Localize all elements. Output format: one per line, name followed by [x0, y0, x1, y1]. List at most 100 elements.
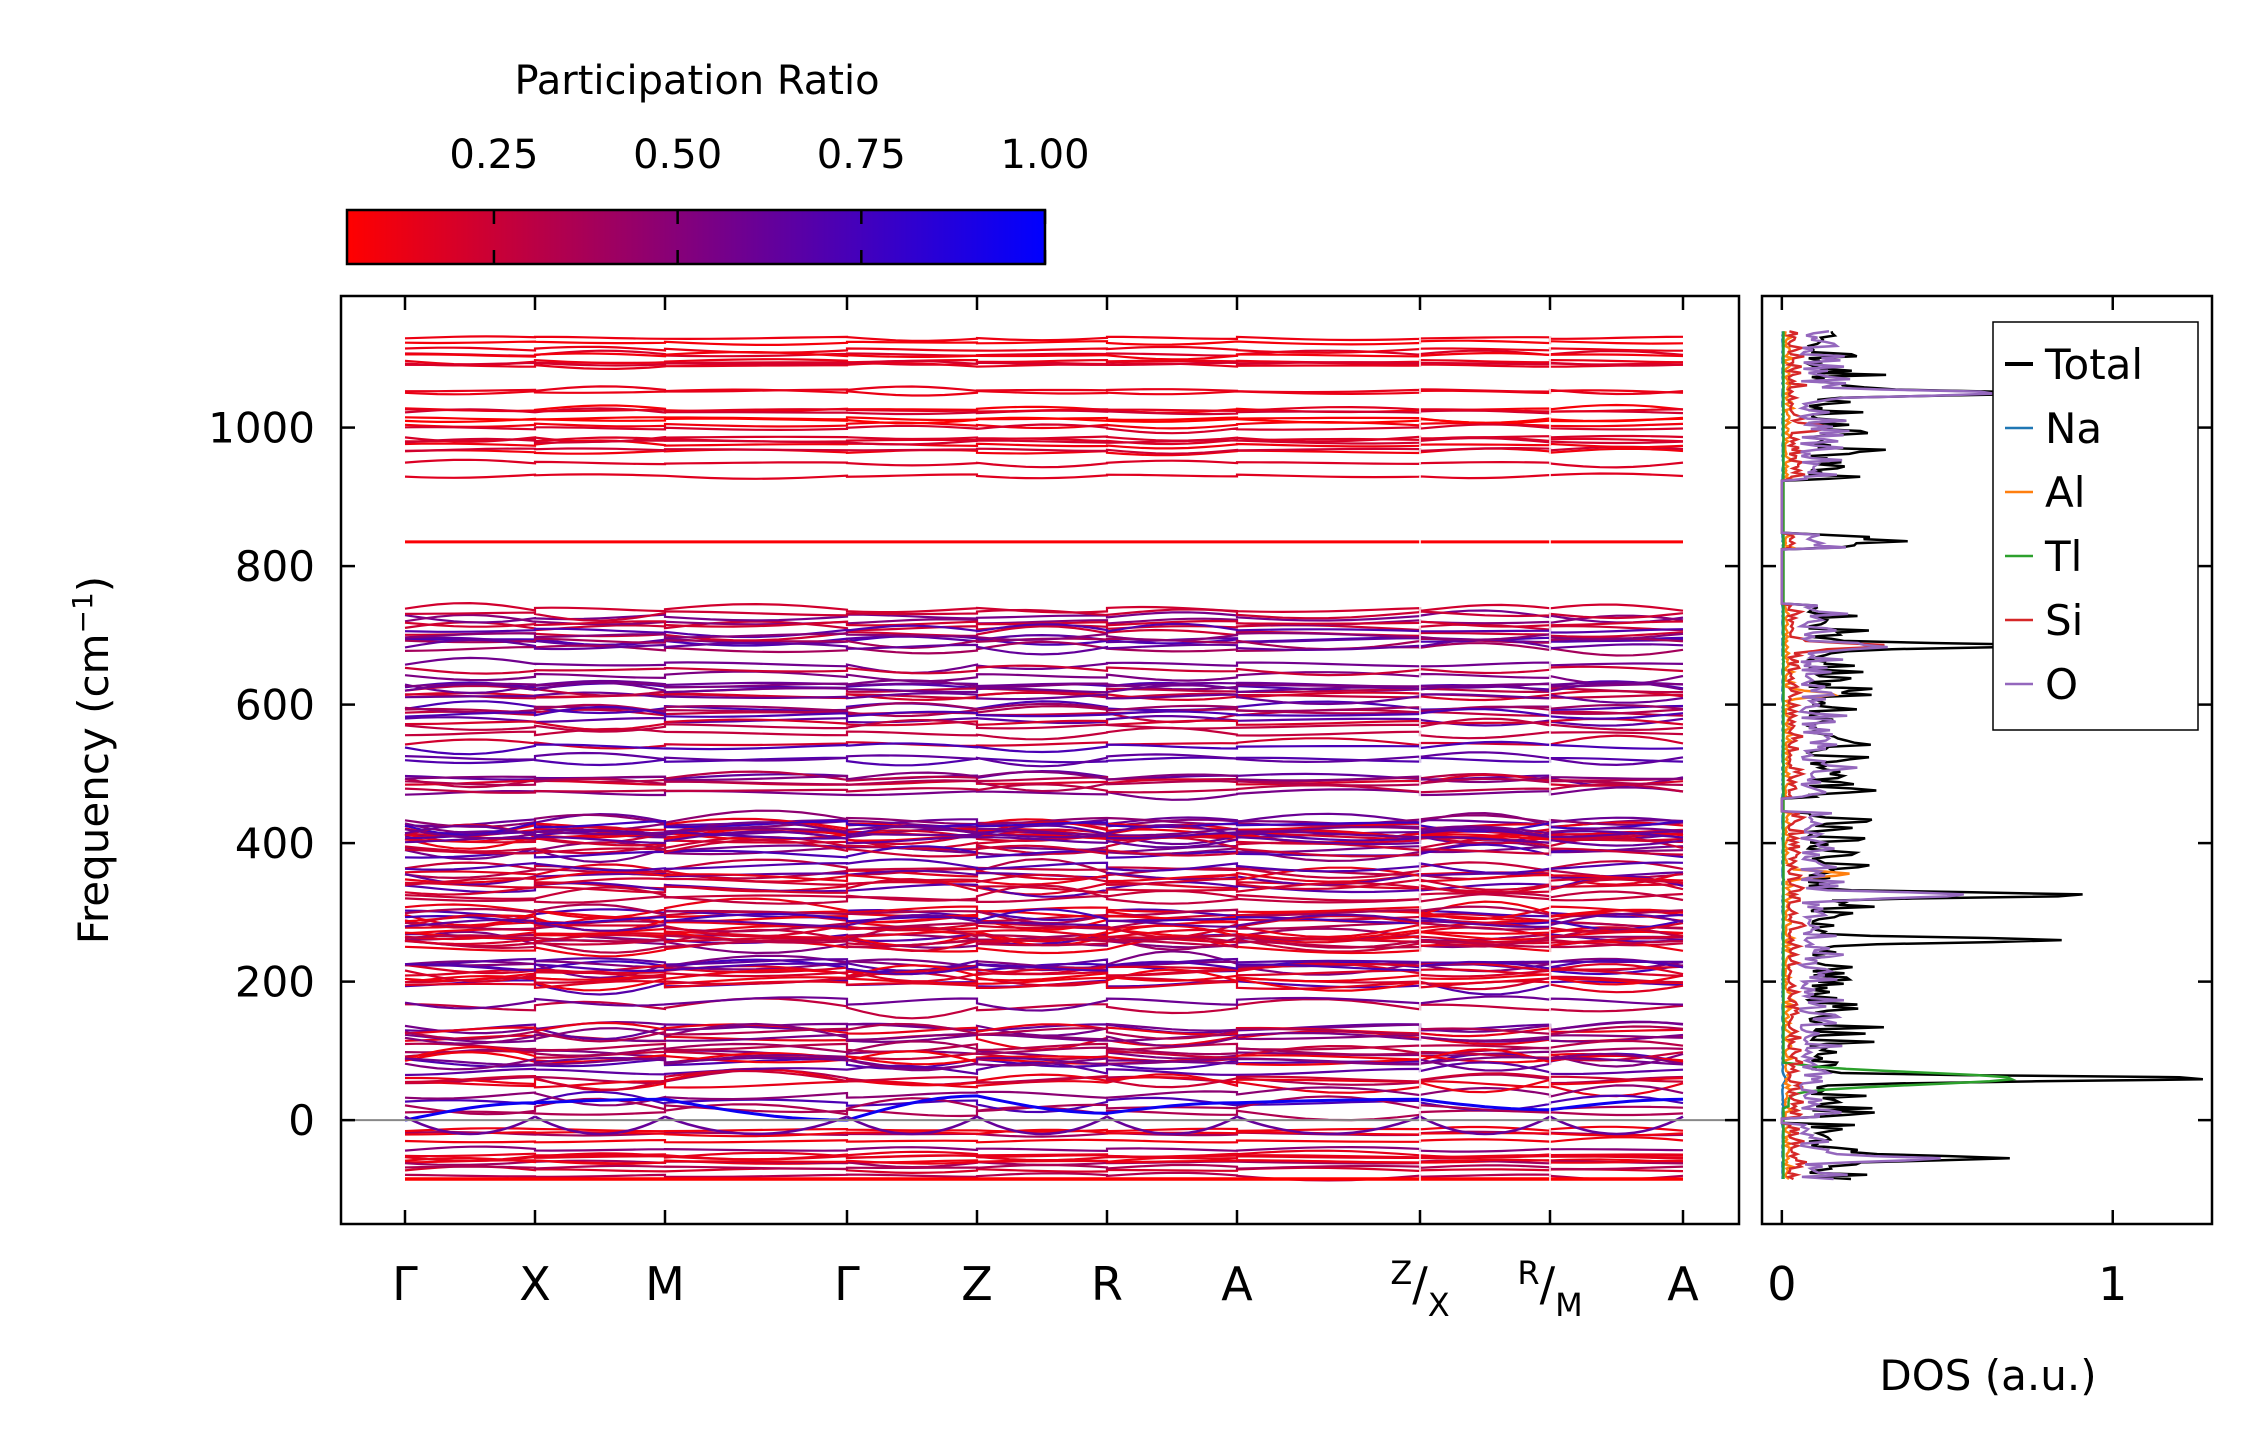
- dos-line-si: [1780, 330, 1885, 1181]
- colorbar: Participation Ratio 0.25 0.50 0.75 1.00: [345, 58, 1090, 266]
- y-axis-label-main: Frequency (cm: [69, 633, 118, 944]
- colorbar-tick-label: 1.00: [1000, 132, 1089, 178]
- kpoint-label: Z/X: [1390, 1254, 1449, 1324]
- imaginary-loop: [404, 1115, 536, 1136]
- band-line: [404, 640, 1684, 657]
- kpoint-label: X: [519, 1257, 551, 1311]
- band-line: [404, 821, 1684, 839]
- band-line: [404, 938, 1684, 954]
- band-line: [404, 1171, 1684, 1182]
- band-line: [404, 717, 1684, 733]
- band-line: [404, 1061, 1684, 1077]
- band-line: [404, 416, 1684, 425]
- band-line: [404, 358, 1684, 366]
- imaginary-loop: [846, 1115, 978, 1136]
- band-line: [404, 1145, 1684, 1153]
- band-line: [404, 877, 1684, 896]
- dos-line-o: [1780, 330, 1994, 1181]
- imaginary-loop: [1549, 1115, 1684, 1136]
- band-line: [404, 908, 1684, 922]
- colorbar-tick-label: 0.50: [633, 132, 722, 178]
- band-line: [404, 770, 1684, 784]
- band-line: [404, 608, 1684, 622]
- imaginary-loop: [1236, 1115, 1421, 1136]
- band-line: [404, 458, 1684, 469]
- band-line: [404, 1125, 1684, 1133]
- band-line: [404, 1022, 1684, 1048]
- legend-label: Total: [2044, 340, 2143, 389]
- kpoint-label: Γ: [392, 1257, 418, 1311]
- band-line: [404, 777, 1684, 793]
- band-line: [404, 925, 1684, 949]
- legend-label: Si: [2045, 596, 2083, 645]
- band-line: [404, 819, 1684, 836]
- y-axis-label-sup: −1: [66, 592, 99, 633]
- band-line: [405, 958, 1684, 976]
- band-line: [405, 361, 1684, 371]
- y-tick-label: 400: [235, 819, 315, 868]
- band-line: [404, 875, 1684, 898]
- imaginary-loop: [664, 1115, 848, 1136]
- band-line: [404, 1021, 1684, 1038]
- band-line: [404, 701, 1684, 714]
- band-line: [404, 968, 1684, 983]
- dos-x-tick-label: 1: [2098, 1257, 2127, 1311]
- band-line: [404, 866, 1684, 886]
- imaginary-loop: [534, 1115, 666, 1136]
- kpoint-label-sup: R: [1517, 1254, 1539, 1292]
- phonon-bands: [341, 296, 1738, 1224]
- colorbar-tick-label: 0.25: [449, 132, 538, 178]
- band-line: [404, 914, 1684, 939]
- band-line: [404, 838, 1684, 858]
- kpoint-label-slash: /: [1540, 1257, 1556, 1311]
- band-line: [404, 858, 1684, 875]
- band-line: [404, 705, 1684, 720]
- band-line: [404, 933, 1684, 953]
- band-line: [404, 664, 1684, 677]
- band-line: [404, 786, 1684, 801]
- band-line: [404, 1084, 1684, 1107]
- band-line: [404, 873, 1684, 892]
- band-line: [404, 1040, 1684, 1057]
- y-tick-label: 0: [288, 1096, 315, 1145]
- dos-x-tick-label: 0: [1767, 1257, 1796, 1311]
- dos-legend: Total Na Al Tl Si O: [1992, 321, 2199, 731]
- legend-label: Na: [2045, 404, 2102, 453]
- band-line: [404, 601, 1684, 614]
- band-line: [404, 1136, 1684, 1144]
- band-line: [404, 613, 1684, 627]
- band-line: [404, 437, 1684, 446]
- band-line: [404, 740, 1684, 756]
- legend-label: O: [2045, 660, 2078, 709]
- kpoint-label: R: [1091, 1257, 1123, 1311]
- band-line: [404, 631, 1684, 642]
- kpoint-label: A: [1221, 1257, 1253, 1311]
- band-line: [404, 359, 1684, 367]
- band-line: [404, 756, 1684, 767]
- imaginary-loop: [1106, 1115, 1238, 1136]
- colorbar-fill: [345, 208, 1047, 266]
- frequency-ticks: 0 200 400 600 800 1000: [208, 404, 1739, 1145]
- band-line: [404, 825, 1684, 840]
- band-line: [404, 912, 1684, 932]
- band-line: [405, 351, 1684, 361]
- colorbar-tick-label: 0.75: [817, 132, 906, 178]
- band-line: [404, 1165, 1684, 1175]
- band-line: [404, 1052, 1684, 1072]
- band-line: [404, 335, 1684, 342]
- kpoint-label: R/M: [1517, 1254, 1582, 1324]
- band-line: [404, 339, 1684, 346]
- band-line: [404, 1039, 1684, 1054]
- band-line: [404, 890, 1684, 905]
- band-line: [404, 670, 1684, 686]
- colorbar-ticks: 0.25 0.50 0.75 1.00: [449, 132, 1090, 264]
- band-line: [404, 708, 1684, 724]
- band-line: [404, 679, 1684, 695]
- band-line: [404, 783, 1684, 794]
- y-tick-label: 600: [235, 681, 315, 730]
- kpoint-label-sup: Z: [1390, 1254, 1412, 1292]
- y-tick-label: 800: [235, 542, 315, 591]
